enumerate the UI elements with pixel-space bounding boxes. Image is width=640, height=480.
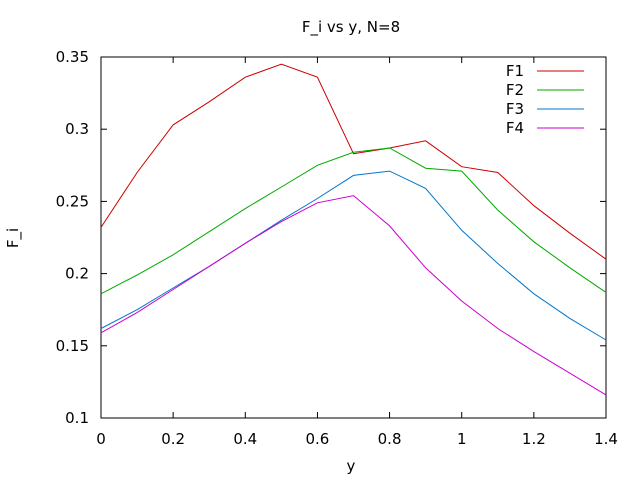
- x-tick-label: 1: [457, 430, 467, 448]
- series-line-f1: [100, 63, 607, 260]
- chart-title: F_i vs y, N=8: [302, 18, 400, 37]
- series-lines: [100, 63, 607, 396]
- y-axis: 0.1 0.15 0.2 0.25 0.3 0.35: [56, 48, 606, 427]
- series-line-f3: [100, 170, 607, 341]
- y-tick-label: 0.1: [65, 409, 89, 427]
- y-tick-label: 0.3: [65, 120, 89, 138]
- x-tick-label: 1.2: [522, 430, 546, 448]
- x-tick-label: 0.8: [378, 430, 402, 448]
- x-tick-label: 0.4: [233, 430, 257, 448]
- y-tick-label: 0.35: [56, 48, 89, 66]
- plot-area-border: [100, 56, 607, 419]
- x-axis: 0 0.2 0.4 0.6 0.8 1 1.2 1.4: [96, 57, 618, 448]
- series-line-f4: [100, 195, 607, 396]
- y-tick-label: 0.2: [65, 265, 89, 283]
- y-axis-label: F_i: [4, 228, 23, 248]
- x-tick-label: 0.2: [161, 430, 185, 448]
- legend-label-f2: F2: [506, 81, 524, 99]
- x-tick-label: 1.4: [594, 430, 618, 448]
- x-tick-label: 0: [96, 430, 106, 448]
- series-line-f2: [100, 147, 607, 295]
- legend-label-f3: F3: [506, 100, 524, 118]
- x-tick-label: 0.6: [305, 430, 329, 448]
- y-tick-label: 0.15: [56, 337, 89, 355]
- legend-label-f1: F1: [506, 62, 524, 80]
- y-tick-label: 0.25: [56, 192, 89, 210]
- x-axis-label: y: [347, 457, 356, 475]
- legend-label-f4: F4: [506, 119, 524, 137]
